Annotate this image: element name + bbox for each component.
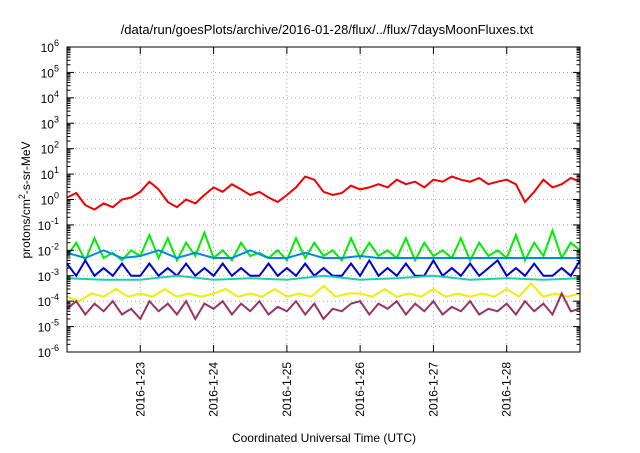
x-tick-label: 2016-1-28 — [500, 362, 514, 417]
series-group — [66, 175, 581, 321]
x-tick-label: 2016-1-25 — [280, 362, 294, 417]
series-line-5 — [66, 274, 581, 281]
x-tick-labels: 2016-1-23 2016-1-24 2016-1-25 2016-1-26 2016… — [133, 362, 513, 417]
y-tick-label: 103 — [41, 114, 59, 131]
y-tick-label: 106 — [41, 38, 59, 55]
y-axis-label: protons/cm2-s-sr-MeV — [17, 141, 33, 258]
series-line-1 — [66, 175, 581, 211]
y-tick-label: 104 — [41, 89, 59, 106]
x-tick-label: 2016-1-27 — [426, 362, 440, 417]
x-axis-label: Coordinated Universal Time (UTC) — [232, 431, 416, 445]
y-tick-label: 100 — [41, 191, 59, 208]
chart-title: /data/run/goesPlots/archive/2016-01-28/f… — [121, 22, 534, 37]
y-tick-label: 10-1 — [38, 216, 59, 233]
y-tick-label: 10-5 — [38, 318, 59, 335]
y-tick-label: 102 — [41, 140, 59, 157]
axis-ticks — [67, 46, 580, 353]
series-line-3 — [66, 249, 580, 260]
y-tick-labels: 10-6 10-5 10-4 10-3 10-2 10-1 100 101 102 103 104 1… — [38, 38, 59, 360]
y-tick-label: 105 — [41, 63, 59, 80]
series-line-7 — [66, 291, 581, 321]
series-line-2 — [66, 227, 581, 263]
x-tick-label: 2016-1-23 — [133, 362, 147, 417]
y-tick-label: 10-4 — [38, 292, 59, 309]
series-line-4 — [66, 258, 581, 278]
x-tick-label: 2016-1-24 — [207, 362, 221, 417]
y-tick-label: 101 — [41, 165, 59, 182]
y-tick-label: 10-2 — [38, 241, 59, 258]
y-tick-label: 10-6 — [38, 343, 59, 360]
series-line-6 — [66, 281, 581, 303]
y-tick-label: 10-3 — [38, 267, 59, 284]
x-tick-label: 2016-1-26 — [353, 362, 367, 417]
